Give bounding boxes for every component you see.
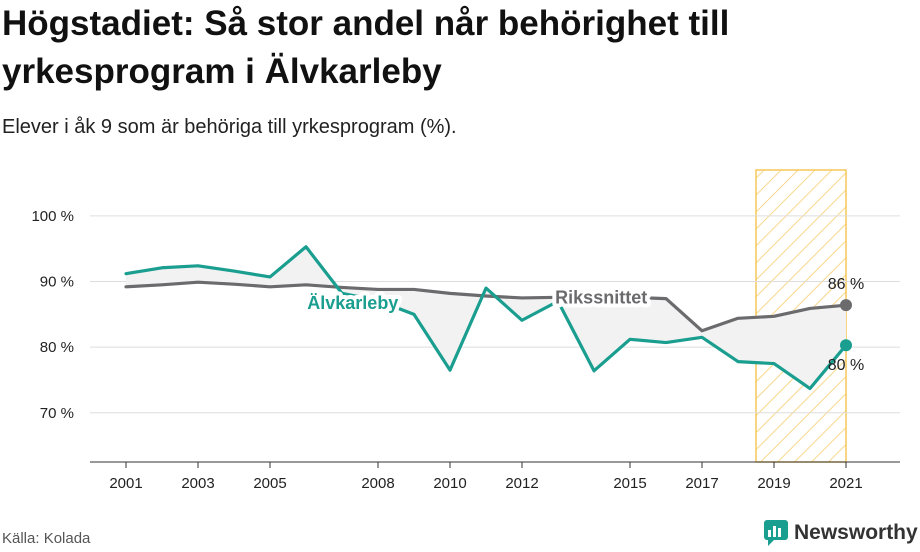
- x-tick-label: 2019: [757, 475, 790, 492]
- y-tick-label: 90 %: [40, 274, 74, 291]
- data-point: [305, 245, 308, 248]
- x-tick-label: 2010: [433, 475, 466, 492]
- chart-title: Högstadiet: Så stor andel når behörighet…: [2, 4, 730, 91]
- end-label-municipality: 80 %: [828, 357, 864, 374]
- data-point: [737, 360, 740, 363]
- end-point-marker: [840, 299, 852, 312]
- end-label-national: 86 %: [828, 276, 864, 293]
- x-tick-label: 2012: [505, 475, 538, 492]
- x-tick-label: 2003: [181, 475, 214, 492]
- data-point: [809, 387, 812, 390]
- data-point: [485, 294, 488, 297]
- x-tick-label: 2008: [361, 475, 394, 492]
- data-point: [809, 307, 812, 310]
- data-point: [233, 283, 236, 286]
- data-point: [773, 362, 776, 365]
- data-point: [521, 319, 524, 322]
- source-note: Källa: Kolada: [2, 530, 91, 547]
- x-tick-label: 2001: [109, 475, 142, 492]
- data-point: [377, 288, 380, 291]
- data-point: [305, 283, 308, 286]
- x-tick-label: 2015: [613, 475, 646, 492]
- end-point-marker: [840, 339, 852, 352]
- series-label-national: Rikssnittet: [555, 287, 647, 307]
- data-point: [521, 296, 524, 299]
- data-point: [197, 264, 200, 267]
- data-point: [701, 336, 704, 339]
- data-point: [665, 297, 668, 300]
- data-point: [161, 283, 164, 286]
- data-point: [593, 369, 596, 372]
- series-line-municipality: [124, 245, 848, 391]
- data-point: [341, 286, 344, 289]
- series-line-national: [124, 280, 848, 333]
- data-point: [449, 369, 452, 372]
- data-point: [665, 341, 668, 344]
- data-point: [125, 272, 128, 275]
- chart-subtitle: Elever i åk 9 som är behöriga till yrkes…: [2, 116, 457, 138]
- data-point: [269, 275, 272, 278]
- data-point: [269, 285, 272, 288]
- data-point: [701, 329, 704, 332]
- data-point: [773, 315, 776, 318]
- x-tick-label: 2017: [685, 475, 718, 492]
- data-point: [629, 338, 632, 341]
- brand-name: Newsworthy: [794, 521, 918, 544]
- series-label-municipality: Älvkarleby: [307, 293, 398, 313]
- data-point: [125, 285, 128, 288]
- data-point: [413, 288, 416, 291]
- y-tick-label: 70 %: [40, 405, 74, 422]
- x-tick-label: 2021: [829, 475, 862, 492]
- data-point: [449, 292, 452, 295]
- series-label-national-halo: Rikssnittet: [555, 287, 647, 307]
- data-point: [737, 317, 740, 320]
- newsworthy-logo-icon: [764, 520, 788, 546]
- difference-area: [126, 246, 846, 389]
- data-point: [233, 270, 236, 273]
- data-point: [161, 266, 164, 269]
- y-tick-label: 80 %: [40, 339, 74, 356]
- data-point: [413, 313, 416, 316]
- y-tick-label: 100 %: [31, 208, 74, 225]
- data-point: [485, 287, 488, 290]
- x-tick-label: 2005: [253, 475, 286, 492]
- series-label-municipality-halo: Älvkarleby: [307, 293, 398, 313]
- data-point: [197, 281, 200, 284]
- brand-logo: Newsworthy: [764, 520, 918, 546]
